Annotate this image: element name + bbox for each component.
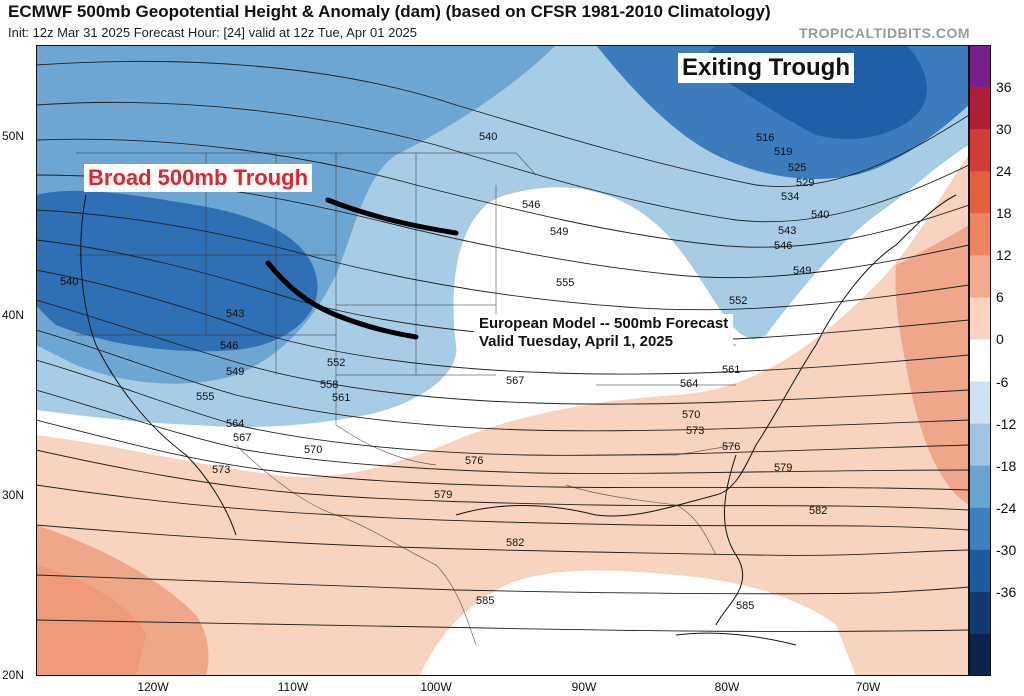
colorbar-tick-label: 30 xyxy=(996,121,1012,138)
contour-label: 582 xyxy=(809,505,827,517)
contour-label: 561 xyxy=(332,392,350,404)
neutral-area xyxy=(416,570,856,676)
lon-label: 80W xyxy=(714,680,740,694)
colorbar-segment xyxy=(969,423,991,467)
contour-label: 540 xyxy=(60,276,78,288)
contour-label: 558 xyxy=(320,379,338,391)
anomaly-colorbar xyxy=(969,45,991,676)
exiting-trough-label: Exiting Trough xyxy=(678,53,854,83)
colorbar-segment xyxy=(969,45,991,88)
contour-label: 540 xyxy=(811,209,829,221)
negative-anomaly-strong xyxy=(36,190,318,352)
contour-labels: 516 519 525 529 534 540 540 540 543 543 … xyxy=(60,131,829,612)
contour-label: 529 xyxy=(796,177,814,189)
contour-label: 573 xyxy=(686,425,704,437)
forecast-info-box: European Model -- 500mb Forecast Valid T… xyxy=(474,314,734,352)
contour-label: 579 xyxy=(774,462,792,474)
colorbar-tick-label: -24 xyxy=(996,499,1017,516)
trough-axis-west xyxy=(265,260,419,340)
colorbar-segment xyxy=(969,297,991,340)
contour-label: 555 xyxy=(556,277,574,289)
contour-label: 570 xyxy=(304,444,322,456)
contour-label: 576 xyxy=(722,441,740,453)
contour-label: 525 xyxy=(788,162,806,174)
colorbar-segment xyxy=(969,633,991,676)
init-valid-info: Init: 12z Mar 31 2025 Forecast Hour: [24… xyxy=(8,25,418,40)
colorbar-tick-label: -6 xyxy=(996,373,1009,390)
contour-label: 552 xyxy=(729,295,747,307)
contour-label: 516 xyxy=(756,132,774,144)
forecast-info-line: Valid Tuesday, April 1, 2025 xyxy=(479,333,673,350)
colorbar-tick-label: 6 xyxy=(996,289,1004,306)
colorbar-segment xyxy=(969,549,991,593)
contour-label: 564 xyxy=(680,378,698,390)
contour-label: 579 xyxy=(434,489,452,501)
contour-label: 543 xyxy=(226,308,244,320)
colorbar-tick-label: 0 xyxy=(996,331,1004,348)
colorbar-tick-label: 36 xyxy=(996,79,1012,96)
lon-label: 90W xyxy=(571,680,597,694)
lon-label: 70W xyxy=(855,680,881,694)
contour-label: 549 xyxy=(550,226,568,238)
colorbar-segment xyxy=(969,381,991,425)
forecast-info-line: European Model -- 500mb Forecast xyxy=(479,315,729,332)
contour-label: 540 xyxy=(479,131,497,143)
contour-label: 585 xyxy=(736,600,754,612)
colorbar-tick-label: -36 xyxy=(996,583,1017,600)
contour-label: 534 xyxy=(781,191,799,203)
colorbar-segment xyxy=(969,255,991,298)
height-anomaly-map: 516 519 525 529 534 540 540 540 543 543 … xyxy=(36,45,969,676)
colorbar-tick-label: -12 xyxy=(996,415,1017,432)
colorbar-segment xyxy=(969,171,991,214)
lon-label: 100W xyxy=(420,680,452,694)
contour-label: 519 xyxy=(774,146,792,158)
contour-label: 567 xyxy=(233,432,251,444)
lat-label: 40N xyxy=(2,308,25,322)
contour-label: 567 xyxy=(506,375,524,387)
lon-label: 120W xyxy=(137,680,169,694)
contour-label: 555 xyxy=(196,391,214,403)
height-contours xyxy=(36,60,969,632)
contour-label: 552 xyxy=(327,357,345,369)
source-watermark: TROPICALTIDBITS.COM xyxy=(798,25,970,41)
colorbar-tick-label: 18 xyxy=(996,205,1012,222)
contour-label: 564 xyxy=(226,418,244,430)
contour-label: 573 xyxy=(212,464,230,476)
lat-label: 20N xyxy=(2,668,25,682)
contour-label: 582 xyxy=(506,537,524,549)
colorbar-tick-label: 12 xyxy=(996,247,1012,264)
colorbar-segment xyxy=(969,129,991,172)
lat-label: 50N xyxy=(2,129,25,143)
colorbar-segment xyxy=(969,465,991,509)
colorbar-tick-label: -18 xyxy=(996,457,1017,474)
broad-trough-label: Broad 500mb Trough xyxy=(84,164,313,192)
colorbar-segment xyxy=(969,507,991,551)
chart-title: ECMWF 500mb Geopotential Height & Anomal… xyxy=(8,2,771,21)
colorbar-segment xyxy=(969,213,991,256)
contour-label: 546 xyxy=(220,340,238,352)
colorbar-segment xyxy=(969,87,991,130)
contour-label: 570 xyxy=(682,409,700,421)
trough-axis-north xyxy=(325,197,459,236)
lat-label: 30N xyxy=(2,488,25,502)
contour-label: 585 xyxy=(476,595,494,607)
contour-label: 549 xyxy=(793,265,811,277)
contour-label: 576 xyxy=(465,455,483,467)
colorbar-segment xyxy=(969,339,991,383)
contour-label: 561 xyxy=(722,364,740,376)
contour-label: 543 xyxy=(778,225,796,237)
contour-label: 546 xyxy=(774,240,792,252)
contour-label: 546 xyxy=(522,199,540,211)
colorbar-frame xyxy=(969,45,991,676)
positive-anomaly-area-mid xyxy=(36,565,146,676)
positive-anomaly-area-mid xyxy=(895,225,969,505)
colorbar-tick-label: 24 xyxy=(996,163,1012,180)
contour-label: 549 xyxy=(226,366,244,378)
lon-label: 110W xyxy=(277,680,309,694)
map-frame xyxy=(36,45,969,676)
colorbar-tick-label: -30 xyxy=(996,541,1017,558)
positive-anomaly-area xyxy=(36,155,969,676)
colorbar-segment xyxy=(969,591,991,635)
